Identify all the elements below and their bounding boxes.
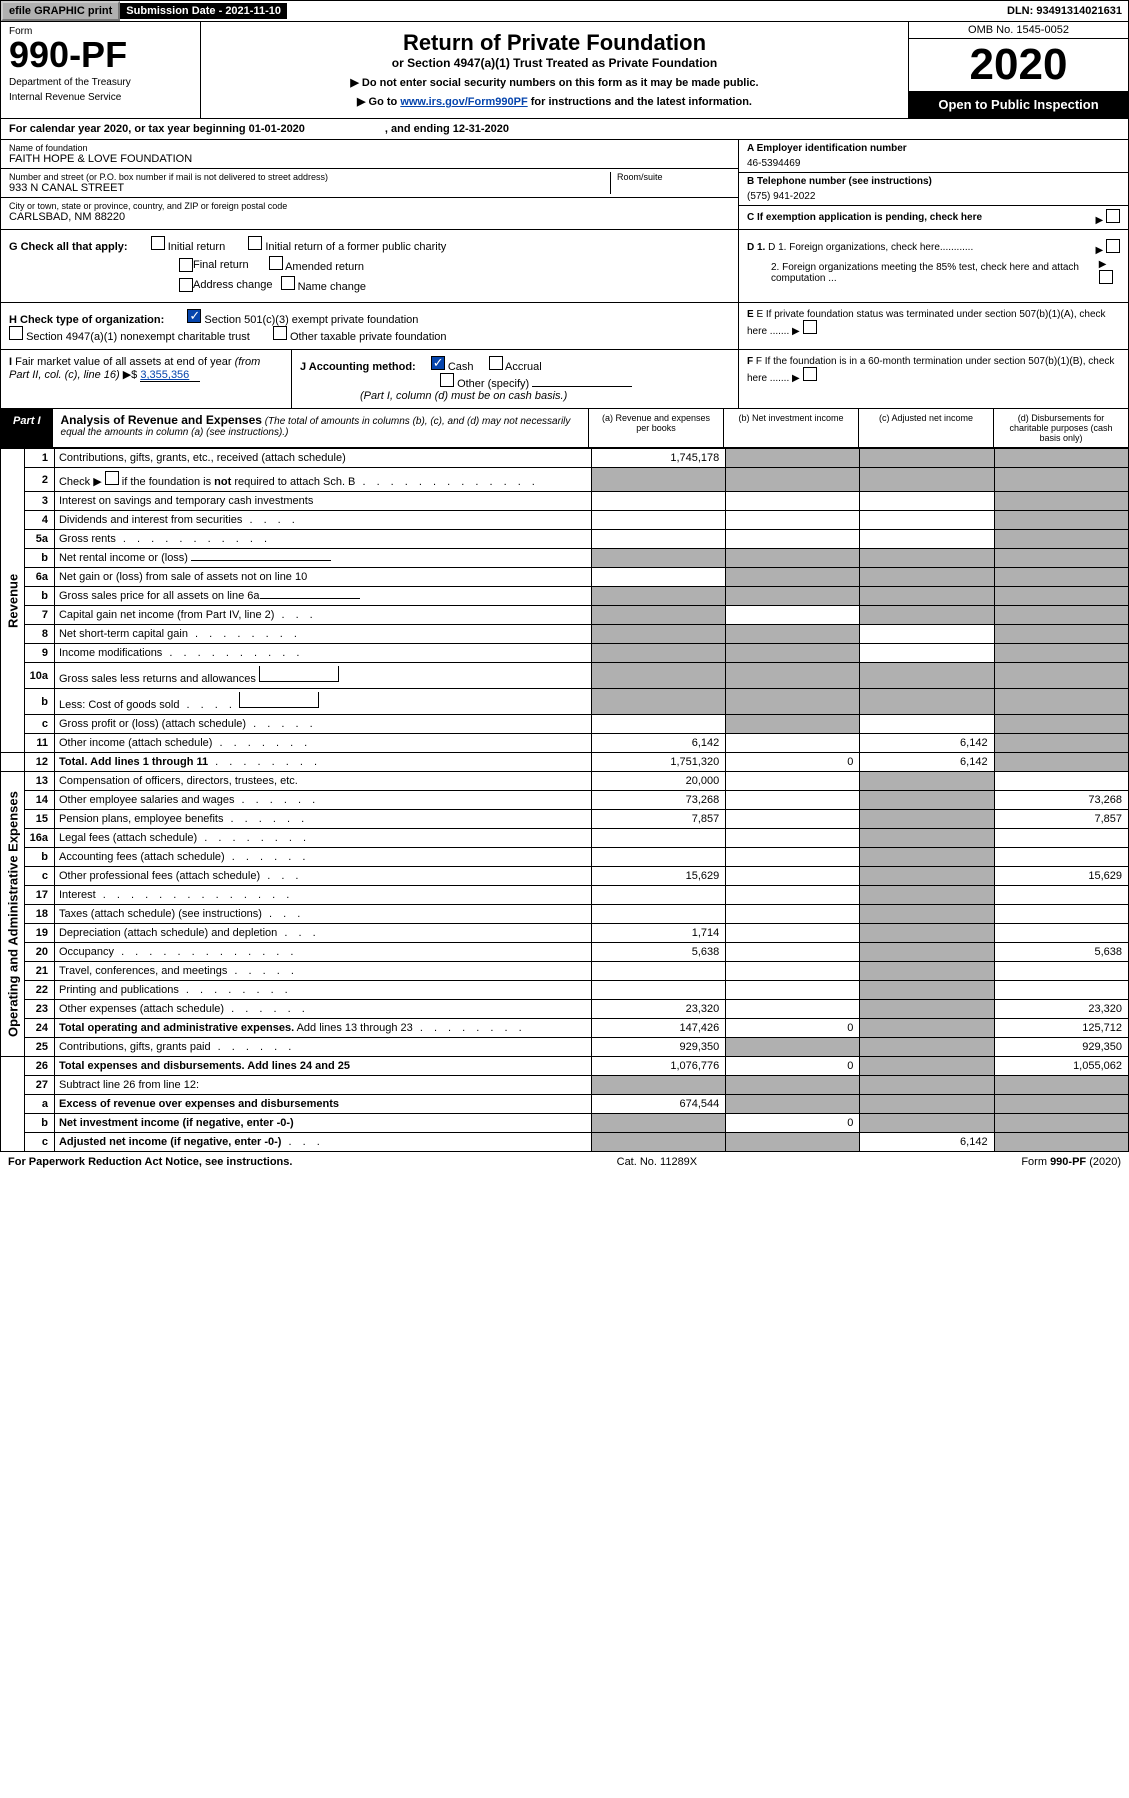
note-ssn: ▶ Do not enter social security numbers o… [209,76,900,89]
d2-label: 2. Foreign organizations meeting the 85%… [747,262,1099,284]
j-other[interactable] [440,373,454,387]
e-checkbox[interactable] [803,320,817,334]
part1-label: Part I [1,409,53,447]
top-bar: efile GRAPHIC print Submission Date - 20… [0,0,1129,22]
submission-date: Submission Date - 2021-11-10 [120,3,287,19]
col-b-header: (b) Net investment income [723,409,858,447]
g-final-return[interactable] [179,258,193,272]
form-header: Form 990-PF Department of the Treasury I… [0,22,1129,119]
h-label: H Check type of organization: [9,314,164,326]
expenses-side-label: Operating and Administrative Expenses [1,772,25,1057]
c-label: C If exemption application is pending, c… [747,212,982,223]
city-state-zip: CARLSBAD, NM 88220 [9,211,730,223]
omb-number: OMB No. 1545-0052 [909,22,1128,39]
g-name-change[interactable] [281,276,295,290]
irs-link[interactable]: www.irs.gov/Form990PF [400,96,527,108]
form-subtitle: or Section 4947(a)(1) Trust Treated as P… [209,56,900,70]
form-number: 990-PF [9,37,192,73]
d2-checkbox[interactable] [1099,270,1113,284]
form-title: Return of Private Foundation [209,30,900,56]
addr-label: Number and street (or P.O. box number if… [9,172,610,182]
dln: DLN: 93491314021631 [1001,3,1128,19]
j-note: (Part I, column (d) must be on cash basi… [360,390,730,402]
phone-value: (575) 941-2022 [747,191,1120,202]
j-accrual[interactable] [489,356,503,370]
g-initial-return[interactable] [151,236,165,250]
paperwork-notice: For Paperwork Reduction Act Notice, see … [8,1156,292,1168]
note-link: ▶ Go to www.irs.gov/Form990PF for instru… [209,95,900,108]
section-ij-f: I Fair market value of all assets at end… [0,350,1129,409]
i-value[interactable]: 3,355,356 [140,369,200,382]
tax-year: 2020 [909,39,1128,91]
d1-checkbox[interactable] [1106,239,1120,253]
l2-checkbox[interactable] [105,471,119,485]
g-label: G Check all that apply: [9,241,128,253]
col-a-header: (a) Revenue and expenses per books [588,409,723,447]
i-label: I Fair market value of all assets at end… [9,356,260,381]
room-label: Room/suite [617,172,730,182]
part1-header: Part I Analysis of Revenue and Expenses … [0,409,1129,448]
info-grid: Name of foundation FAITH HOPE & LOVE FOU… [0,140,1129,230]
name-label: Name of foundation [9,143,730,153]
street-address: 933 N CANAL STREET [9,182,610,194]
cat-number: Cat. No. 11289X [617,1156,698,1168]
efile-print-button[interactable]: efile GRAPHIC print [1,1,120,21]
phone-label: B Telephone number (see instructions) [747,176,1120,187]
j-label: J Accounting method: [300,361,416,373]
j-cash[interactable] [431,356,445,370]
revenue-side-label: Revenue [1,449,25,753]
ein-value: 46-5394469 [747,158,1120,169]
h-other-taxable[interactable] [273,326,287,340]
col-d-header: (d) Disbursements for charitable purpose… [993,409,1128,447]
f-checkbox[interactable] [803,367,817,381]
d1-label: D 1. D 1. Foreign organizations, check h… [747,242,973,253]
foundation-name: FAITH HOPE & LOVE FOUNDATION [9,153,730,165]
cal-begin: For calendar year 2020, or tax year begi… [9,123,305,135]
footer: For Paperwork Reduction Act Notice, see … [0,1152,1129,1172]
section-h-e: H Check type of organization: Section 50… [0,303,1129,350]
cal-end: , and ending 12-31-2020 [385,123,509,135]
form-ref: Form 990-PF (2020) [1021,1156,1121,1168]
city-label: City or town, state or province, country… [9,201,730,211]
dept-treasury: Department of the Treasury [9,77,192,88]
part1-table: Revenue 1Contributions, gifts, grants, e… [0,448,1129,1152]
h-501c3[interactable] [187,309,201,323]
col-c-header: (c) Adjusted net income [858,409,993,447]
c-checkbox[interactable] [1106,209,1120,223]
calendar-year-row: For calendar year 2020, or tax year begi… [0,119,1129,140]
section-g-d: G Check all that apply: Initial return I… [0,230,1129,303]
ein-label: A Employer identification number [747,143,1120,154]
g-initial-former[interactable] [248,236,262,250]
g-address-change[interactable] [179,278,193,292]
g-amended-return[interactable] [269,256,283,270]
part1-title: Analysis of Revenue and Expenses [61,413,262,427]
h-4947[interactable] [9,326,23,340]
open-inspection: Open to Public Inspection [909,91,1128,118]
dept-irs: Internal Revenue Service [9,92,192,103]
